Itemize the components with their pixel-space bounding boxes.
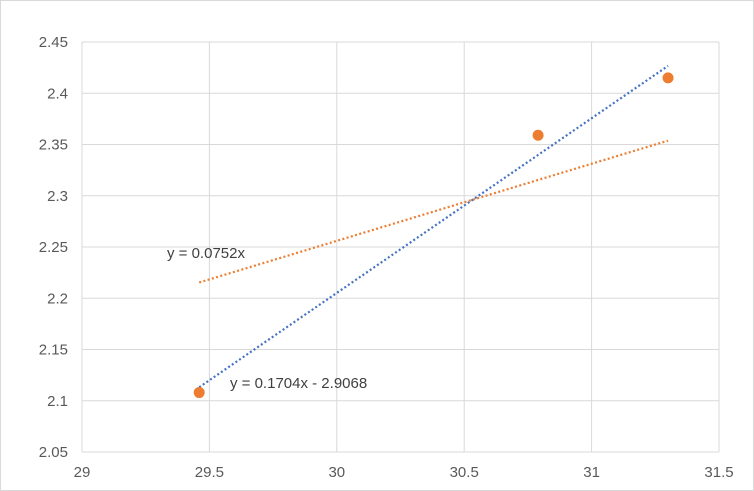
trendline-2 [198,139,669,284]
trendline-1 [198,64,669,389]
data-point [662,72,674,84]
x-tick-label: 29 [74,464,91,481]
y-tick-label: 2.25 [39,239,68,256]
x-tick-label: 30 [328,464,345,481]
x-tick-label: 29.5 [195,464,224,481]
x-tick-label: 31.5 [704,464,733,481]
y-tick-label: 2.4 [47,85,68,102]
data-point [193,387,205,399]
trendline-equation-2: y = 0.0752x [167,245,245,262]
x-tick-label: 31 [583,464,600,481]
data-point [532,129,544,141]
y-tick-label: 2.2 [47,290,68,307]
grid-layer [81,41,720,453]
x-axis-tick-labels: 29 29.5 30 30.5 31 31.5 [74,464,734,481]
y-tick-label: 2.3 [47,188,68,205]
y-axis-tick-labels: 2.05 2.1 2.15 2.2 2.25 2.3 2.35 2.4 2.45 [39,34,68,461]
trendline-layer [198,64,669,389]
trendline-equation-1: y = 0.1704x - 2.9068 [230,375,367,392]
y-tick-label: 2.15 [39,342,68,359]
y-tick-label: 2.35 [39,137,68,154]
y-tick-label: 2.05 [39,444,68,461]
x-tick-label: 30.5 [450,464,479,481]
data-point-layer [193,72,674,399]
equation-label-layer: y = 0.1704x - 2.9068 y = 0.0752x [167,245,367,392]
y-tick-label: 2.1 [47,393,68,410]
y-tick-label: 2.45 [39,34,68,51]
